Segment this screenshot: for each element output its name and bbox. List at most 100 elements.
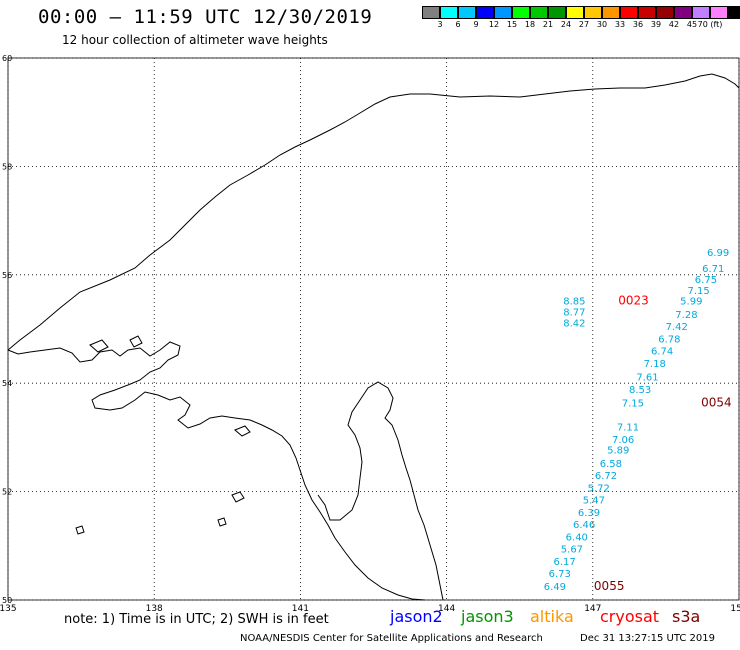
generation-timestamp: Dec 31 13:27:15 UTC 2019 xyxy=(580,633,715,644)
wave-height-label: 6.39 xyxy=(578,508,600,519)
color-scale-label: 18 xyxy=(524,20,536,29)
latitude-label: 58 xyxy=(2,162,12,171)
pass-time-label: 0023 xyxy=(618,294,649,308)
color-scale-label: 3 xyxy=(437,20,443,29)
wave-height-label: 5.47 xyxy=(583,496,605,507)
wave-height-label: 6.78 xyxy=(658,335,680,346)
graticule xyxy=(7,57,740,601)
latitude-tick-labels: 50 52 54 56 58 60 xyxy=(2,54,12,605)
longitude-label: 147 xyxy=(584,604,601,614)
color-scale-label: 6 xyxy=(455,20,461,29)
wave-height-label: 6.17 xyxy=(553,557,575,568)
wave-height-label: 5.72 xyxy=(588,484,610,495)
color-scale-label: 36 xyxy=(632,20,644,29)
wave-height-label: 8.53 xyxy=(629,385,651,396)
color-scale-label: 15 xyxy=(506,20,518,29)
coastline-sakhalin xyxy=(317,381,444,601)
color-scale-label: 45 xyxy=(686,20,698,29)
coastline-islands xyxy=(75,335,251,535)
color-scale-label: 9 xyxy=(473,20,479,29)
coastline-mainland-north xyxy=(7,73,740,351)
color-scale-label: 70 (ft) xyxy=(697,20,723,29)
wave-height-label: 6.74 xyxy=(651,346,673,357)
wave-height-label: 5.99 xyxy=(680,297,702,308)
color-swatch xyxy=(440,6,458,19)
longitude-label: 138 xyxy=(146,604,163,614)
color-swatch xyxy=(674,6,692,19)
color-scale-label: 30 xyxy=(596,20,608,29)
color-swatch xyxy=(584,6,602,19)
wave-height-label: 7.18 xyxy=(644,359,666,370)
wave-height-label: 6.73 xyxy=(549,569,571,580)
map-frame xyxy=(7,57,740,601)
longitude-label: 150 xyxy=(730,604,740,614)
satellite-legend-s3a: s3a xyxy=(672,607,701,626)
wave-height-label: 8.85 xyxy=(563,297,585,308)
wave-height-label: 6.75 xyxy=(695,275,717,286)
color-swatch xyxy=(602,6,620,19)
latitude-label: 52 xyxy=(2,488,12,497)
wave-height-label: 6.58 xyxy=(600,459,622,470)
color-swatch xyxy=(728,6,740,19)
latitude-label: 56 xyxy=(2,271,12,280)
color-scale-label: 42 xyxy=(668,20,680,29)
map-subtitle: 12 hour collection of altimeter wave hei… xyxy=(62,33,328,47)
wave-height-label: 7.11 xyxy=(617,422,639,433)
color-swatch xyxy=(512,6,530,19)
color-swatch xyxy=(566,6,584,19)
wave-height-labels: 8.858.778.426.996.716.757.155.997.287.42… xyxy=(544,248,730,593)
map-title: 00:00 – 11:59 UTC 12/30/2019 xyxy=(38,6,373,28)
wave-height-label: 6.49 xyxy=(544,582,566,593)
color-scale-label: 24 xyxy=(560,20,572,29)
longitude-tick-labels: 135 138 141 144 147 150 xyxy=(0,604,740,614)
footer-note: note: 1) Time is in UTC; 2) SWH is in fe… xyxy=(64,612,329,627)
color-swatch xyxy=(494,6,512,19)
color-swatch xyxy=(692,6,710,19)
satellite-legend-jason2: jason2 xyxy=(390,607,443,626)
color-swatch xyxy=(422,6,440,19)
wave-height-label: 8.77 xyxy=(563,307,585,318)
latitude-label: 60 xyxy=(2,54,12,63)
wave-height-label: 8.42 xyxy=(563,318,585,329)
wave-height-label: 7.15 xyxy=(622,399,644,410)
color-scale-label: 21 xyxy=(542,20,554,29)
color-scale-label: 12 xyxy=(488,20,500,29)
longitude-label: 135 xyxy=(0,604,17,614)
satellite-legend-altika: altika xyxy=(530,607,574,626)
wave-height-label: 7.15 xyxy=(687,286,709,297)
color-scale-label: 33 xyxy=(614,20,626,29)
color-swatch xyxy=(530,6,548,19)
latitude-label: 54 xyxy=(2,379,12,388)
longitude-label: 144 xyxy=(438,604,455,614)
wave-height-label: 6.46 xyxy=(573,520,595,531)
pass-time-label: 0055 xyxy=(594,579,625,593)
latitude-label: 50 xyxy=(2,596,12,605)
wave-height-label: 6.72 xyxy=(595,471,617,482)
color-swatch xyxy=(638,6,656,19)
wave-height-label: 6.99 xyxy=(707,248,729,259)
color-swatch xyxy=(548,6,566,19)
color-scale-legend xyxy=(422,6,740,19)
wave-height-label: 6.71 xyxy=(702,264,724,275)
credit-text: NOAA/NESDIS Center for Satellite Applica… xyxy=(240,633,543,644)
wave-height-label: 7.42 xyxy=(666,322,688,333)
color-swatch xyxy=(476,6,494,19)
wave-height-label: 5.89 xyxy=(607,446,629,457)
satellite-legend-jason3: jason3 xyxy=(461,607,514,626)
pass-time-labels: 0023 0054 0055 xyxy=(594,294,732,594)
color-swatch xyxy=(656,6,674,19)
coastline xyxy=(7,73,740,601)
color-scale-label: 27 xyxy=(578,20,590,29)
longitude-label: 141 xyxy=(292,604,309,614)
color-scale-label: 39 xyxy=(650,20,662,29)
wave-height-label: 7.06 xyxy=(612,435,634,446)
wave-height-label: 5.67 xyxy=(561,544,583,555)
wave-height-label: 7.28 xyxy=(675,310,697,321)
wave-height-label: 6.40 xyxy=(566,532,588,543)
color-swatch xyxy=(710,6,728,19)
color-swatch xyxy=(620,6,638,19)
wave-height-label: 7.61 xyxy=(636,372,658,383)
color-swatch xyxy=(458,6,476,19)
coastline-mainland-west xyxy=(7,341,426,601)
